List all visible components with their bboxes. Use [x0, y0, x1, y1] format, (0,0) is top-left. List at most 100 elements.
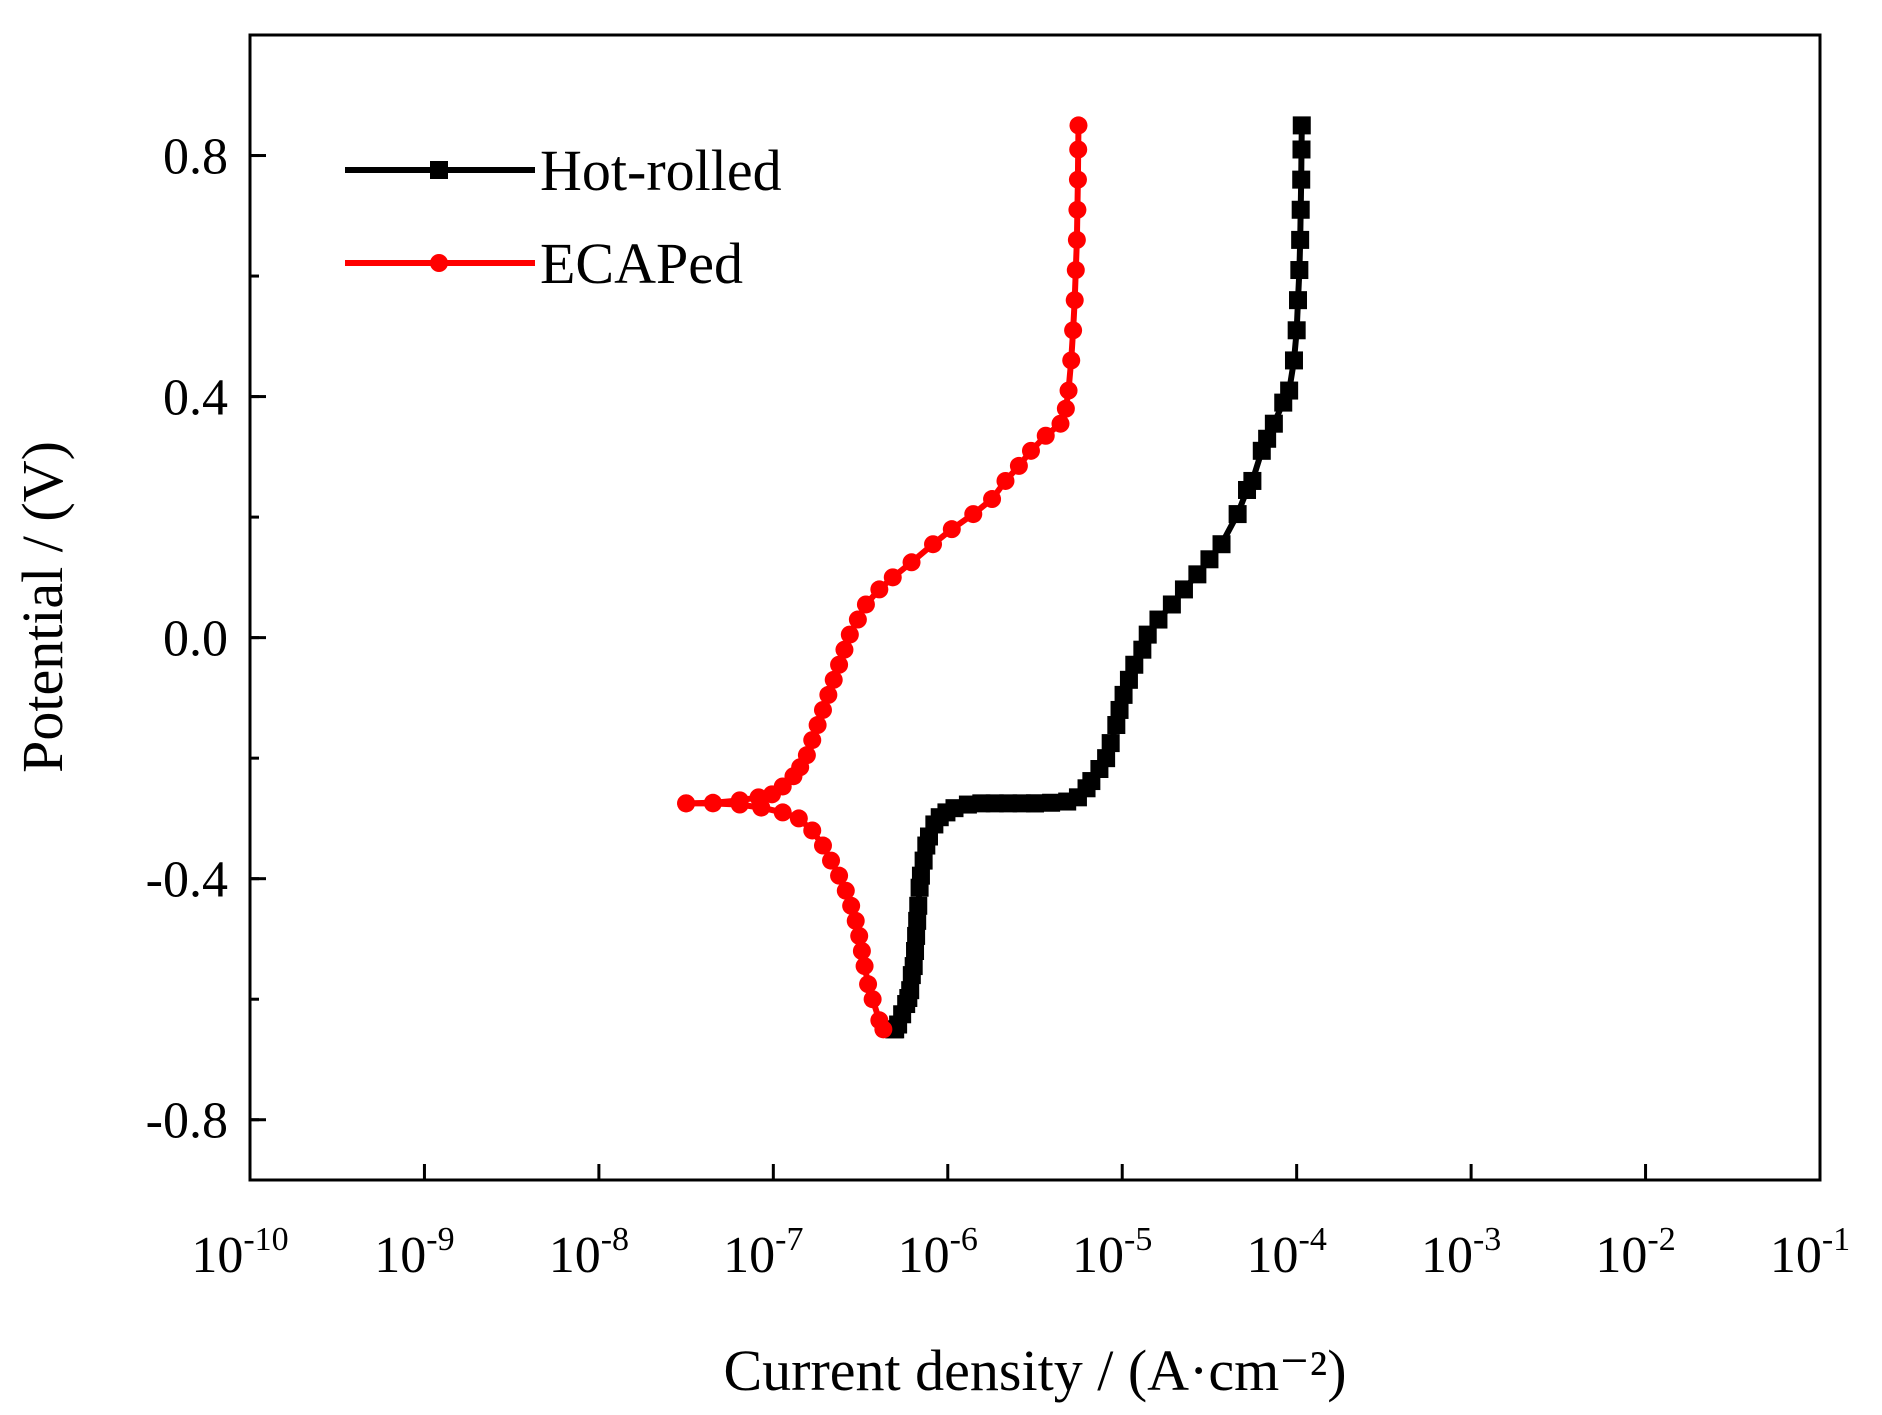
- x-tick-label: 10-10: [191, 1221, 288, 1284]
- series-line-ecaped: [683, 122, 1082, 1033]
- data-point: [856, 595, 875, 614]
- y-tick-label: -0.8: [146, 1093, 228, 1150]
- x-tick-label: 10-4: [1247, 1221, 1327, 1284]
- legend: Hot-rolled ECAPed: [345, 138, 782, 296]
- data-point: [1292, 140, 1311, 159]
- data-point: [1291, 230, 1310, 249]
- x-tick-label: 10-2: [1595, 1221, 1675, 1284]
- data-point: [859, 975, 878, 994]
- data-point: [1064, 321, 1083, 340]
- x-tick-label: 10-9: [374, 1221, 454, 1284]
- data-point: [983, 490, 1002, 509]
- data-point: [902, 553, 921, 572]
- y-tick-label: 0.4: [163, 370, 228, 427]
- data-point: [789, 809, 808, 828]
- data-point: [1026, 794, 1044, 813]
- data-point: [819, 685, 838, 704]
- data-point: [1009, 456, 1028, 475]
- data-point: [830, 866, 849, 885]
- data-point: [846, 911, 865, 930]
- data-point: [1097, 749, 1116, 768]
- data-point: [1291, 200, 1310, 219]
- plot-frame: [248, 33, 1822, 1182]
- data-point: [822, 851, 841, 870]
- data-point: [1133, 640, 1152, 659]
- data-point: [1258, 429, 1277, 448]
- data-point: [835, 640, 854, 659]
- x-tick-label: 10-6: [898, 1221, 978, 1284]
- data-point: [1138, 625, 1157, 644]
- data-point: [808, 716, 827, 735]
- x-axis-title: Current density / (A·cm⁻²): [723, 1338, 1346, 1403]
- data-point: [906, 942, 925, 960]
- data-point: [1149, 610, 1168, 629]
- data-point: [914, 851, 933, 870]
- data-point: [1228, 505, 1247, 524]
- data-point: [901, 981, 920, 1000]
- data-point: [870, 580, 889, 599]
- data-point: [797, 746, 816, 765]
- data-point: [824, 670, 843, 689]
- data-point: [909, 896, 928, 915]
- data-point: [863, 990, 882, 1009]
- data-point: [1110, 700, 1129, 719]
- x-axis: 10-10 10-9 10-8 10-7 10-6 10-5 10-4 10-3 10-2 10-…: [191, 1164, 1850, 1284]
- data-point: [996, 471, 1015, 490]
- data-point: [840, 625, 859, 644]
- data-point: [924, 535, 943, 554]
- series-layer: [677, 116, 1311, 1039]
- data-point: [908, 911, 927, 930]
- x-tick-label: 10-1: [1770, 1221, 1850, 1284]
- data-point: [1200, 550, 1219, 569]
- data-point: [677, 794, 696, 813]
- series-line-hot-rolled: [891, 122, 1305, 1033]
- data-point: [911, 866, 930, 885]
- y-axis: 0.8 0.4 0.0 -0.4 -0.8: [146, 129, 266, 1150]
- y-tick-label: 0.8: [163, 129, 228, 186]
- data-point: [1107, 716, 1126, 735]
- data-point: [855, 957, 874, 976]
- data-point: [942, 520, 961, 539]
- data-point: [1066, 261, 1085, 280]
- data-point: [1068, 200, 1087, 219]
- data-point: [1059, 381, 1078, 400]
- data-point: [1114, 685, 1133, 704]
- legend-marker: [430, 161, 448, 179]
- x-tick-label: 10-8: [549, 1221, 629, 1284]
- x-tick-label: 10-7: [723, 1221, 803, 1284]
- data-point: [1036, 426, 1055, 445]
- legend-label: ECAPed: [540, 231, 743, 296]
- data-point: [1292, 170, 1311, 189]
- data-point: [1264, 414, 1283, 433]
- data-point: [813, 700, 832, 719]
- data-point: [830, 655, 849, 674]
- data-point: [964, 505, 983, 524]
- data-point: [1188, 565, 1207, 584]
- data-point: [1068, 170, 1087, 189]
- data-point: [1069, 140, 1088, 159]
- legend-marker: [430, 254, 448, 272]
- y-tick-label: 0.0: [163, 611, 228, 668]
- data-point: [1069, 116, 1088, 135]
- data-point: [1051, 414, 1070, 433]
- x-tick-label: 10-5: [1072, 1221, 1152, 1284]
- data-point: [803, 821, 822, 840]
- data-point: [1287, 321, 1306, 340]
- data-point: [813, 836, 832, 855]
- y-axis-title: Potential / (V): [10, 441, 75, 773]
- data-point: [773, 803, 792, 822]
- data-point: [1212, 535, 1231, 554]
- data-point: [1243, 471, 1262, 490]
- data-point: [1021, 441, 1040, 460]
- data-point: [870, 1011, 889, 1030]
- data-point: [850, 926, 869, 945]
- data-point: [1174, 580, 1193, 599]
- x-tick-label: 10-3: [1421, 1221, 1501, 1284]
- data-point: [730, 791, 749, 810]
- data-point: [842, 896, 861, 915]
- data-point: [1162, 595, 1181, 614]
- data-point: [1119, 670, 1138, 689]
- data-point: [1290, 261, 1309, 280]
- data-point: [1125, 655, 1144, 674]
